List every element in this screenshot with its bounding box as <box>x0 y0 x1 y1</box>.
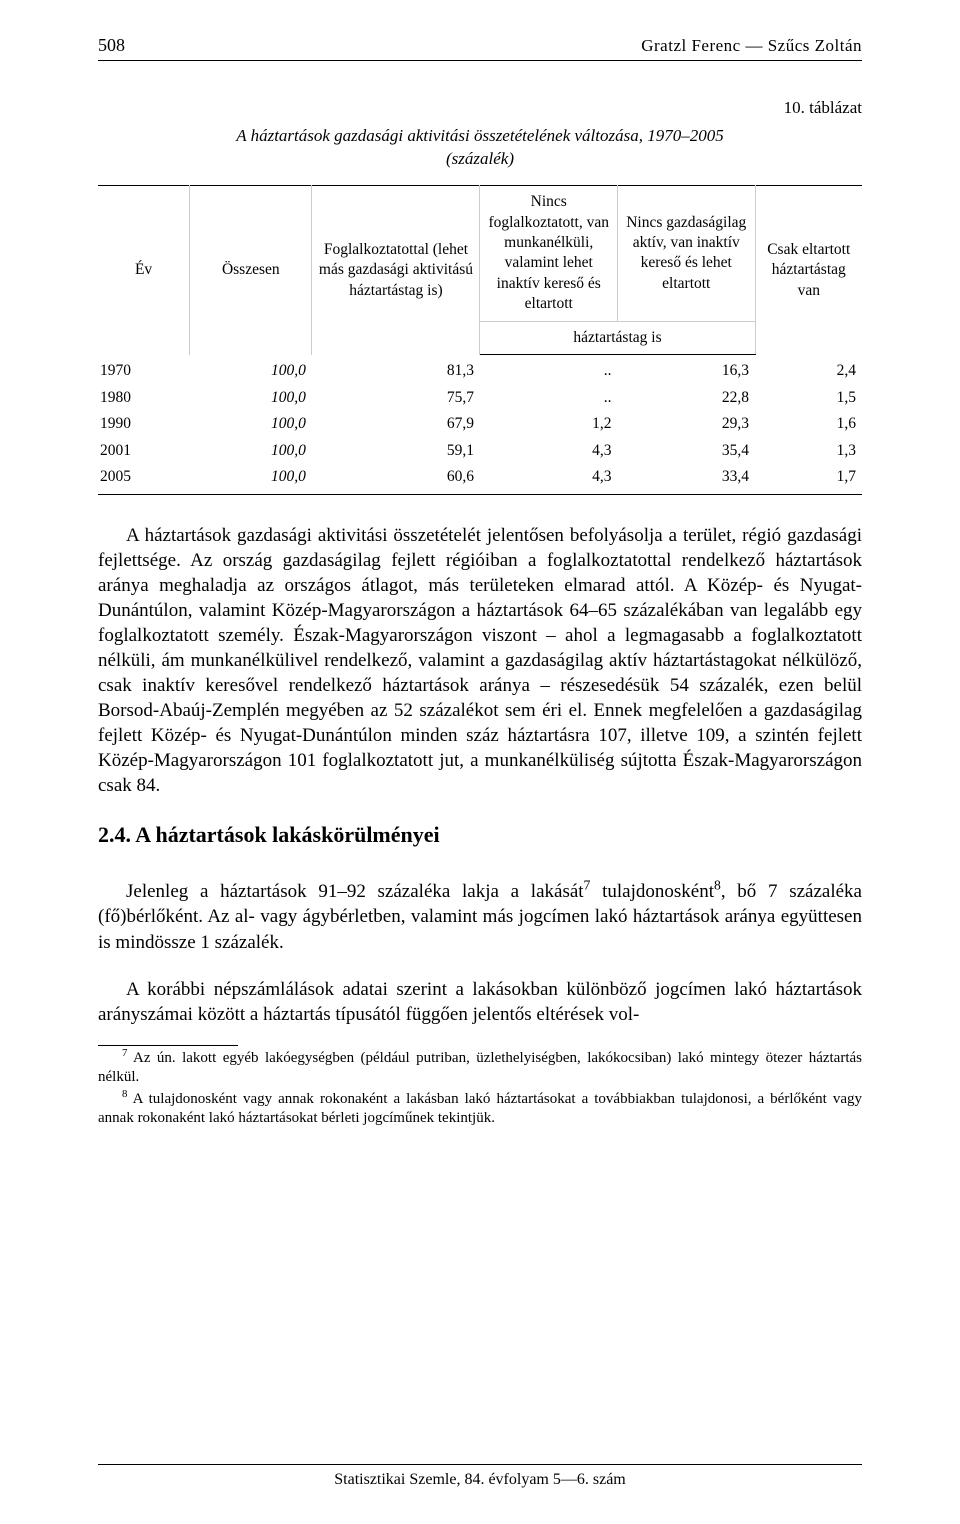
cell-inactive: 33,4 <box>618 464 756 494</box>
cell-year: 2005 <box>98 464 190 494</box>
table-title-line2: (százalék) <box>446 149 514 168</box>
cell-year: 1980 <box>98 385 190 411</box>
footnote-8-text: A tulajdonosként vagy annak rokonaként a… <box>98 1091 862 1126</box>
col-unemployed: Nincs foglalkoztatott, van munkanélküli,… <box>480 186 618 322</box>
table-row: 1980 100,0 75,7 .. 22,8 1,5 <box>98 385 862 411</box>
paragraph-1: A háztartások gazdasági aktivitási össze… <box>98 523 862 799</box>
cell-unemployed: 4,3 <box>480 464 618 494</box>
paragraph-3: A korábbi népszámlálások adatai szerint … <box>98 977 862 1027</box>
cell-unemployed: .. <box>480 355 618 385</box>
cell-dependent: 1,6 <box>755 411 862 437</box>
cell-inactive: 35,4 <box>618 438 756 464</box>
cell-year: 1990 <box>98 411 190 437</box>
cell-dependent: 1,7 <box>755 464 862 494</box>
cell-total: 100,0 <box>190 438 312 464</box>
cell-dependent: 2,4 <box>755 355 862 385</box>
paragraph-2: Jelenleg a háztartások 91–92 százaléka l… <box>98 879 862 954</box>
cell-total: 100,0 <box>190 464 312 494</box>
cell-unemployed: .. <box>480 385 618 411</box>
col-dependent: Csak eltartott háztartástag van <box>755 186 862 355</box>
col-employed: Foglalkoztatottal (lehet más gazdasági a… <box>312 186 480 355</box>
sup-8: 8 <box>714 878 721 893</box>
page-footer: Statisztikai Szemle, 84. évfolyam 5—6. s… <box>98 1464 862 1490</box>
cell-employed: 75,7 <box>312 385 480 411</box>
footnotes: 7 Az ún. lakott egyéb lakóegységben (pél… <box>98 1045 862 1129</box>
cell-employed: 81,3 <box>312 355 480 385</box>
p2-pre: Jelenleg a háztartások 91–92 százaléka l… <box>126 881 584 902</box>
col-inactive: Nincs gazdaságilag aktív, van inaktív ke… <box>618 186 756 322</box>
cell-year: 1970 <box>98 355 190 385</box>
cell-inactive: 29,3 <box>618 411 756 437</box>
table-row: 1990 100,0 67,9 1,2 29,3 1,6 <box>98 411 862 437</box>
cell-employed: 67,9 <box>312 411 480 437</box>
data-table: Év Összesen Foglalkoztatottal (lehet más… <box>98 185 862 494</box>
table-row: 2005 100,0 60,6 4,3 33,4 1,7 <box>98 464 862 494</box>
cell-total: 100,0 <box>190 411 312 437</box>
col-total: Összesen <box>190 186 312 355</box>
cell-year: 2001 <box>98 438 190 464</box>
cell-total: 100,0 <box>190 355 312 385</box>
table-row: 2001 100,0 59,1 4,3 35,4 1,3 <box>98 438 862 464</box>
cell-dependent: 1,3 <box>755 438 862 464</box>
cell-inactive: 16,3 <box>618 355 756 385</box>
cell-employed: 59,1 <box>312 438 480 464</box>
cell-dependent: 1,5 <box>755 385 862 411</box>
footnote-7-text: Az ún. lakott egyéb lakóegységben (példá… <box>98 1050 862 1085</box>
page-number: 508 <box>98 34 125 58</box>
cell-inactive: 22,8 <box>618 385 756 411</box>
table-label: 10. táblázat <box>98 97 862 119</box>
cell-employed: 60,6 <box>312 464 480 494</box>
header-authors: Gratzl Ferenc — Szűcs Zoltán <box>641 35 862 57</box>
footnote-rule <box>98 1045 238 1046</box>
table-title-line1: A háztartások gazdasági aktivitási össze… <box>236 126 723 145</box>
running-header: 508 Gratzl Ferenc — Szűcs Zoltán <box>98 0 862 61</box>
footnote-8: 8 A tulajdonosként vagy annak rokonaként… <box>98 1090 862 1128</box>
cell-unemployed: 1,2 <box>480 411 618 437</box>
col-year: Év <box>98 186 190 355</box>
cell-unemployed: 4,3 <box>480 438 618 464</box>
section-heading: 2.4. A háztartások lakáskörülményei <box>98 820 862 849</box>
table-row: 1970 100,0 81,3 .. 16,3 2,4 <box>98 355 862 385</box>
table-title: A háztartások gazdasági aktivitási össze… <box>98 125 862 171</box>
footnote-7: 7 Az ún. lakott egyéb lakóegységben (pél… <box>98 1049 862 1087</box>
cell-total: 100,0 <box>190 385 312 411</box>
p2-mid: tulajdonosként <box>590 881 714 902</box>
col-subspan: háztartástag is <box>480 321 755 354</box>
